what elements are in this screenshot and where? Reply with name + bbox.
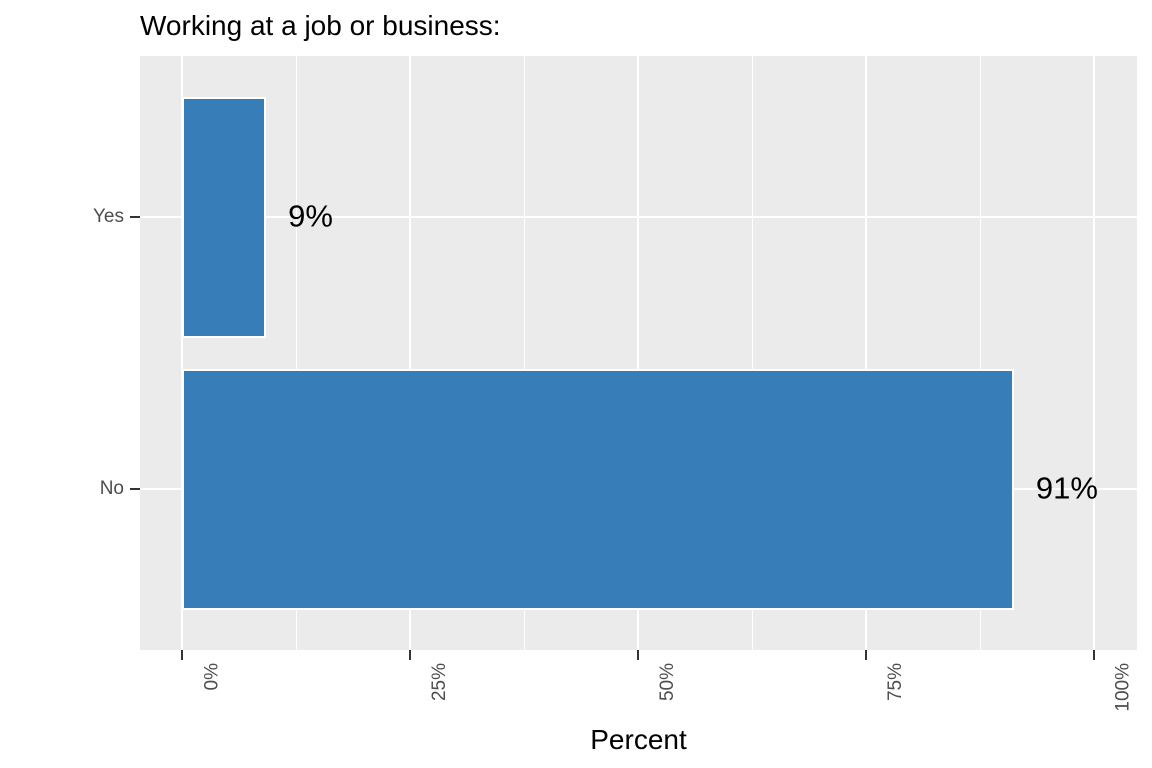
x-axis-tick-label-text: 100% [1113, 663, 1134, 712]
x-axis-tick-mark [409, 650, 411, 660]
x-axis-tick-mark [865, 650, 867, 660]
x-axis-tick-mark [637, 650, 639, 660]
major-gridline-vertical [865, 56, 867, 650]
x-axis-tick-label-text: 75% [885, 663, 906, 702]
bar-value-label: 9% [288, 198, 333, 234]
minor-gridline-vertical [979, 56, 981, 650]
plot-panel: 9% 91% [140, 56, 1137, 650]
bar-no [182, 368, 1014, 610]
x-axis-tick-label-text: 0% [201, 663, 222, 691]
x-axis-tick-mark [181, 650, 183, 660]
major-gridline-vertical [409, 56, 411, 650]
major-gridline-vertical [637, 56, 639, 650]
x-axis-tick-label-text: 25% [429, 663, 450, 702]
chart-title: Working at a job or business: [140, 10, 501, 41]
x-axis-tick-label-text: 50% [657, 663, 678, 702]
major-gridline-vertical [181, 56, 183, 650]
y-axis-tick-mark [130, 216, 140, 218]
x-axis-title: Percent [590, 724, 687, 755]
major-gridline-horizontal [140, 216, 1137, 218]
bar-yes [182, 96, 267, 338]
y-axis-tick-mark [130, 488, 140, 490]
bar-value-label: 91% [1035, 470, 1098, 506]
minor-gridline-vertical [751, 56, 753, 650]
minor-gridline-vertical [295, 56, 297, 650]
major-gridline-vertical [1093, 56, 1095, 650]
y-axis-label-yes: Yes [93, 206, 124, 227]
minor-gridline-vertical [523, 56, 525, 650]
y-axis-label-no: No [99, 478, 124, 499]
x-axis-tick-mark [1093, 650, 1095, 660]
